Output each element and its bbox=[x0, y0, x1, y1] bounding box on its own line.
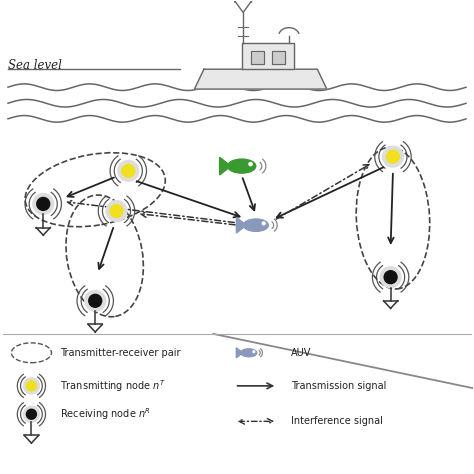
Circle shape bbox=[110, 205, 123, 218]
Polygon shape bbox=[219, 157, 229, 175]
Ellipse shape bbox=[228, 159, 256, 173]
Circle shape bbox=[122, 164, 135, 177]
Polygon shape bbox=[242, 43, 294, 69]
Circle shape bbox=[262, 222, 265, 225]
Polygon shape bbox=[251, 51, 264, 64]
Ellipse shape bbox=[244, 219, 268, 231]
Text: Receiving node $n^R$: Receiving node $n^R$ bbox=[60, 406, 151, 422]
Text: Sea level: Sea level bbox=[8, 59, 62, 72]
Circle shape bbox=[27, 409, 36, 419]
Circle shape bbox=[384, 271, 397, 283]
Circle shape bbox=[118, 160, 139, 181]
Circle shape bbox=[380, 267, 401, 288]
Text: Transmission signal: Transmission signal bbox=[292, 381, 387, 391]
Ellipse shape bbox=[241, 349, 257, 357]
Circle shape bbox=[253, 351, 255, 353]
Polygon shape bbox=[237, 348, 242, 358]
Circle shape bbox=[383, 146, 403, 167]
Circle shape bbox=[23, 406, 39, 422]
Circle shape bbox=[249, 163, 252, 166]
Text: Transmitting node $n^T$: Transmitting node $n^T$ bbox=[60, 378, 166, 394]
Text: Transmitter-receiver pair: Transmitter-receiver pair bbox=[60, 348, 180, 358]
Circle shape bbox=[85, 291, 106, 311]
Circle shape bbox=[37, 198, 50, 210]
Polygon shape bbox=[237, 218, 245, 233]
Text: AUV: AUV bbox=[292, 348, 312, 358]
Text: Interference signal: Interference signal bbox=[292, 416, 383, 426]
Circle shape bbox=[386, 150, 400, 163]
Circle shape bbox=[33, 193, 54, 214]
Polygon shape bbox=[272, 51, 285, 64]
Circle shape bbox=[89, 294, 101, 307]
Circle shape bbox=[23, 378, 39, 394]
Polygon shape bbox=[194, 69, 327, 89]
Circle shape bbox=[106, 201, 127, 221]
Circle shape bbox=[27, 381, 36, 391]
